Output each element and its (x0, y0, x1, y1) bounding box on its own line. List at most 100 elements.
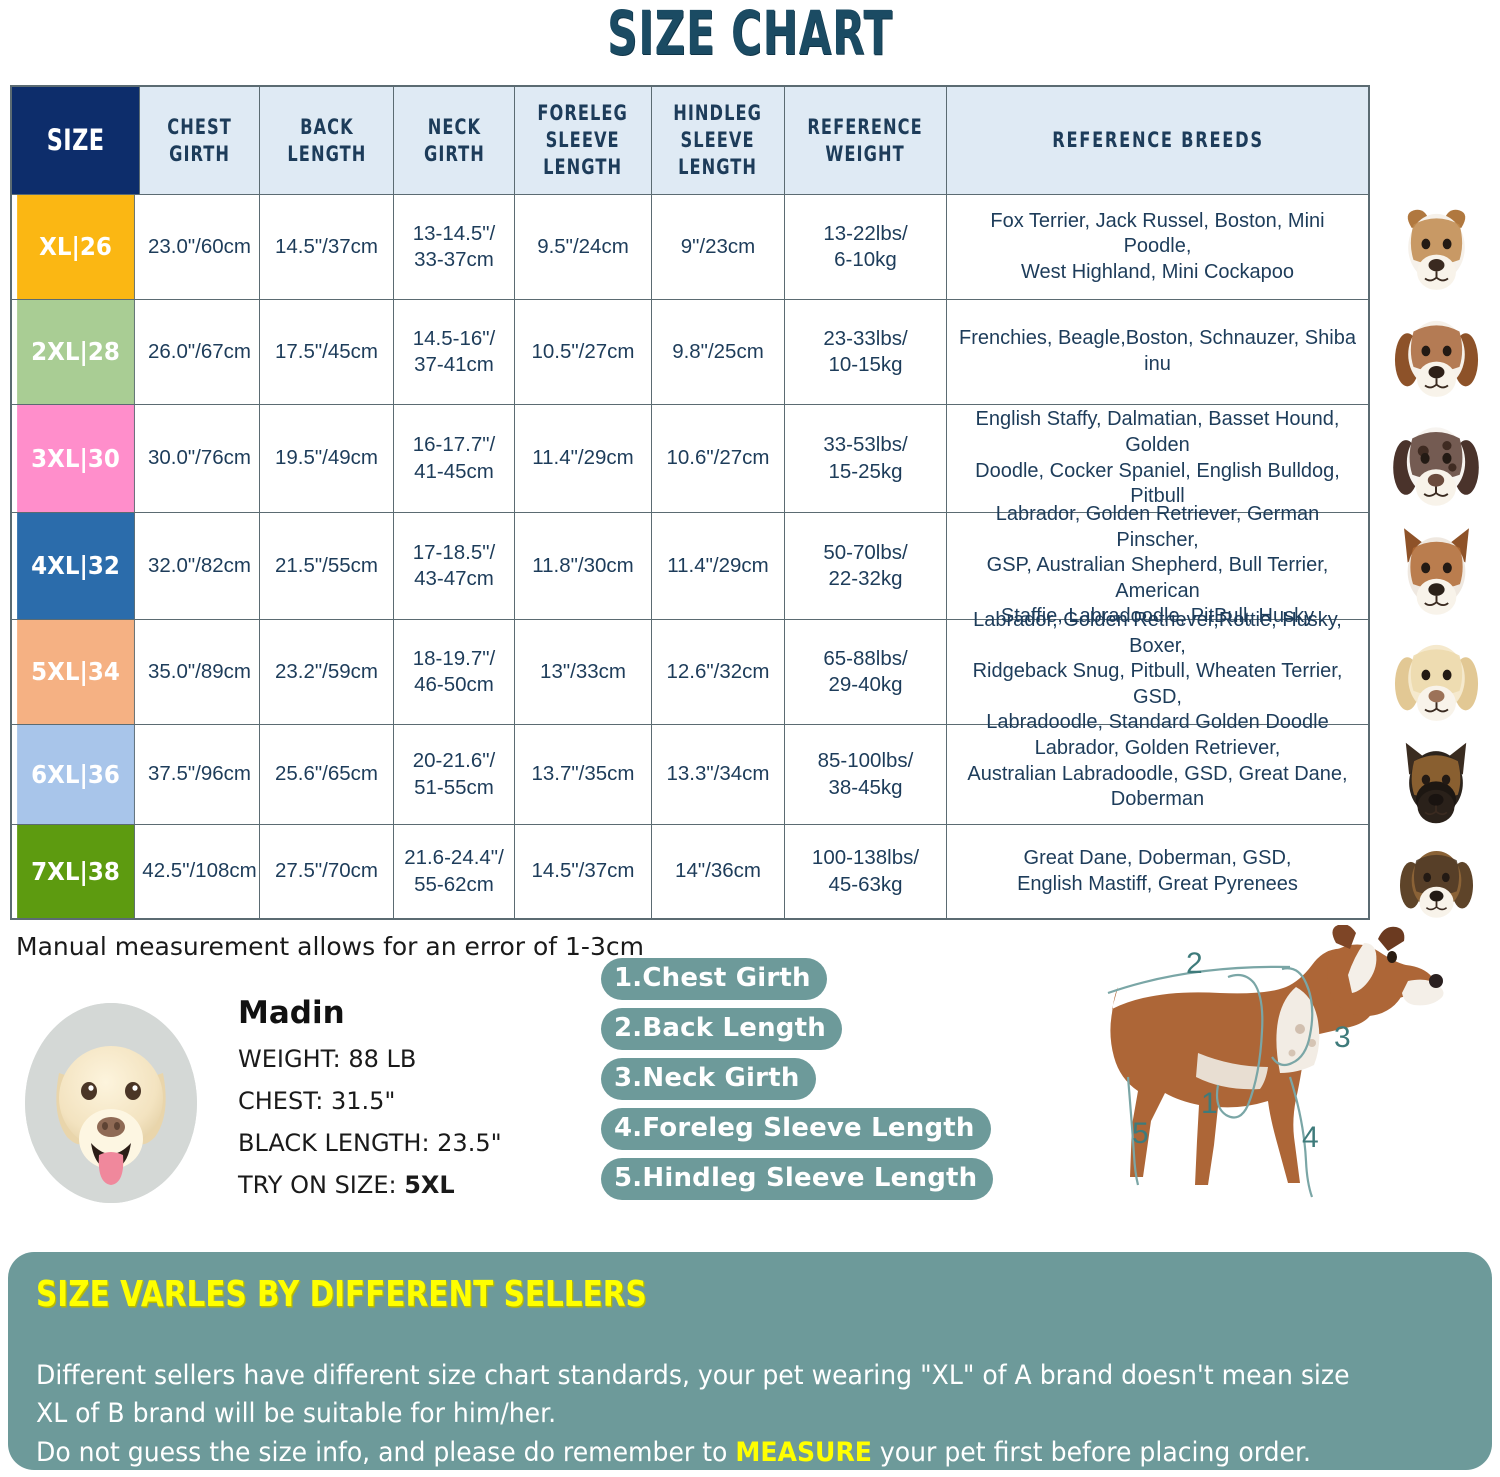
size-chart-table: SIZE CHEST GIRTH BACK LENGTH NECK GIRTH (10, 85, 1370, 920)
breed-photo (1380, 733, 1492, 833)
reference-breeds-value: Labrador, Golden Retriever,Australian La… (947, 725, 1368, 824)
measurement-pill-3: 3.Neck Girth (601, 1058, 816, 1100)
breed-photo (1380, 626, 1492, 731)
foreleg-sleeve-length-value: 14.5"/37cm (515, 825, 652, 918)
neck-girth-value: 14.5-16"/37-41cm (394, 300, 515, 404)
measurement-pill-4: 4.Foreleg Sleeve Length (601, 1108, 991, 1150)
manual-measurement-note: Manual measurement allows for an error o… (16, 932, 644, 961)
chest-girth-value: 26.0"/67cm (140, 300, 260, 404)
banner-body: Different sellers have different size ch… (36, 1357, 1364, 1472)
breed-photo (1380, 408, 1492, 516)
chest-girth-value: 23.0"/60cm (140, 195, 260, 299)
model-back-length: BLACK LENGTH: 23.5" (238, 1129, 502, 1157)
diagram-marker-1: 1 (1201, 1087, 1218, 1120)
size-label: 2XL|28 (17, 300, 135, 404)
hindleg-sleeve-length-value: 11.4"/29cm (652, 513, 785, 619)
neck-girth-value: 16-17.7"/41-45cm (394, 405, 515, 512)
seller-notice-banner: SIZE VARLES BY DIFFERENT SELLERS Differe… (8, 1252, 1492, 1470)
size-label: 6XL|36 (17, 725, 135, 824)
reference-breeds-value: English Staffy, Dalmatian, Basset Hound,… (947, 405, 1368, 512)
chest-girth-value: 30.0"/76cm (140, 405, 260, 512)
try-on-size-value: 5XL (404, 1171, 455, 1199)
table-row: 6XL|3637.5"/96cm25.6"/65cm20-21.6"/51-55… (12, 725, 1368, 825)
model-name: Madin (238, 995, 502, 1031)
diagram-marker-4: 4 (1302, 1121, 1319, 1154)
breed-photo (1380, 834, 1492, 927)
neck-girth-value: 17-18.5"/43-47cm (394, 513, 515, 619)
diagram-marker-3: 3 (1334, 1021, 1351, 1054)
chest-girth-value: 35.0"/89cm (140, 620, 260, 724)
model-dog-photo (25, 1003, 197, 1203)
back-length-value: 25.6"/65cm (260, 725, 394, 824)
reference-weight-value: 50-70lbs/22-32kg (785, 513, 947, 619)
foreleg-sleeve-length-value: 13.7"/35cm (515, 725, 652, 824)
page-title: SIZE CHART (165, 0, 1335, 69)
banner-line-1: Different sellers have different size ch… (36, 1357, 1364, 1395)
foreleg-sleeve-length-value: 13"/33cm (515, 620, 652, 724)
foreleg-sleeve-length-value: 10.5"/27cm (515, 300, 652, 404)
hindleg-sleeve-length-value: 9"/23cm (652, 195, 785, 299)
measurement-pill-2: 2.Back Length (601, 1008, 842, 1050)
diagram-marker-5: 5 (1132, 1117, 1149, 1150)
reference-breeds-value: Labrador, Golden Retriever,Rottie, Husky… (947, 620, 1368, 724)
neck-girth-value: 18-19.7"/46-50cm (394, 620, 515, 724)
breed-photo (1380, 302, 1492, 407)
back-length-value: 14.5"/37cm (260, 195, 394, 299)
header-reference-weight: REFERENCE WEIGHT (785, 87, 947, 194)
reference-weight-value: 23-33lbs/10-15kg (785, 300, 947, 404)
header-chest-girth: CHEST GIRTH (140, 87, 260, 194)
hindleg-sleeve-length-value: 9.8"/25cm (652, 300, 785, 404)
back-length-value: 23.2"/59cm (260, 620, 394, 724)
measurement-diagram: 2 1 3 4 5 (1000, 925, 1500, 1245)
hindleg-sleeve-length-value: 13.3"/34cm (652, 725, 785, 824)
size-label: 5XL|34 (17, 620, 135, 724)
table-row: 2XL|2826.0"/67cm17.5"/45cm14.5-16"/37-41… (12, 300, 1368, 405)
header-back-length: BACK LENGTH (260, 87, 394, 194)
header-size: SIZE (12, 87, 140, 194)
neck-girth-value: 21.6-24.4"/55-62cm (394, 825, 515, 918)
breed-photo-column (1378, 85, 1498, 920)
diagram-marker-2: 2 (1186, 947, 1203, 980)
table-row: 7XL|3842.5"/108cm27.5"/70cm21.6-24.4"/55… (12, 825, 1368, 918)
reference-weight-value: 85-100lbs/38-45kg (785, 725, 947, 824)
size-label: 3XL|30 (17, 405, 135, 512)
hindleg-sleeve-length-value: 10.6"/27cm (652, 405, 785, 512)
model-try-on-size: TRY ON SIZE: 5XL (238, 1171, 502, 1199)
measurement-pill-1: 1.Chest Girth (601, 958, 827, 1000)
chest-girth-value: 37.5"/96cm (140, 725, 260, 824)
reference-weight-value: 65-88lbs/29-40kg (785, 620, 947, 724)
chest-girth-value: 32.0"/82cm (140, 513, 260, 619)
back-length-value: 21.5"/55cm (260, 513, 394, 619)
reference-weight-value: 33-53lbs/15-25kg (785, 405, 947, 512)
measurement-pill-5: 5.Hindleg Sleeve Length (601, 1158, 993, 1200)
breed-photo (1380, 518, 1492, 625)
hindleg-sleeve-length-value: 12.6"/32cm (652, 620, 785, 724)
back-length-value: 19.5"/49cm (260, 405, 394, 512)
table-row: 4XL|3232.0"/82cm21.5"/55cm17-18.5"/43-47… (12, 513, 1368, 620)
banner-line-3: Do not guess the size info, and please d… (36, 1434, 1364, 1472)
reference-weight-value: 100-138lbs/45-63kg (785, 825, 947, 918)
banner-title: SIZE VARLES BY DIFFERENT SELLERS (36, 1274, 1207, 1315)
size-label: 7XL|38 (17, 825, 135, 918)
table-row: 5XL|3435.0"/89cm23.2"/59cm18-19.7"/46-50… (12, 620, 1368, 725)
back-length-value: 17.5"/45cm (260, 300, 394, 404)
header-hindleg-sleeve-length: HINDLEG SLEEVE LENGTH (652, 87, 785, 194)
foreleg-sleeve-length-value: 11.4"/29cm (515, 405, 652, 512)
foreleg-sleeve-length-value: 11.8"/30cm (515, 513, 652, 619)
banner-line-3-post: your pet first before placing order. (872, 1437, 1311, 1468)
header-foreleg-sleeve-length: FORELEG SLEEVE LENGTH (515, 87, 652, 194)
back-length-value: 27.5"/70cm (260, 825, 394, 918)
size-label: XL|26 (17, 195, 135, 299)
size-label: 4XL|32 (17, 513, 135, 619)
header-reference-breeds: REFERENCE BREEDS (947, 87, 1368, 194)
reference-breeds-value: Labrador, Golden Retriever, German Pinsc… (947, 513, 1368, 619)
banner-line-2: XL of B brand will be suitable for him/h… (36, 1395, 1364, 1433)
hindleg-sleeve-length-value: 14"/36cm (652, 825, 785, 918)
model-info: Madin WEIGHT: 88 LB CHEST: 31.5" BLACK L… (238, 995, 502, 1213)
banner-line-3-pre: Do not guess the size info, and please d… (36, 1437, 735, 1468)
measurement-legend: 1.Chest Girth 2.Back Length 3.Neck Girth 4.… (601, 958, 993, 1208)
reference-weight-value: 13-22lbs/6-10kg (785, 195, 947, 299)
neck-girth-value: 20-21.6"/51-55cm (394, 725, 515, 824)
table-row: 3XL|3030.0"/76cm19.5"/49cm16-17.7"/41-45… (12, 405, 1368, 513)
reference-breeds-value: Frenchies, Beagle,Boston, Schnauzer, Shi… (947, 300, 1368, 404)
